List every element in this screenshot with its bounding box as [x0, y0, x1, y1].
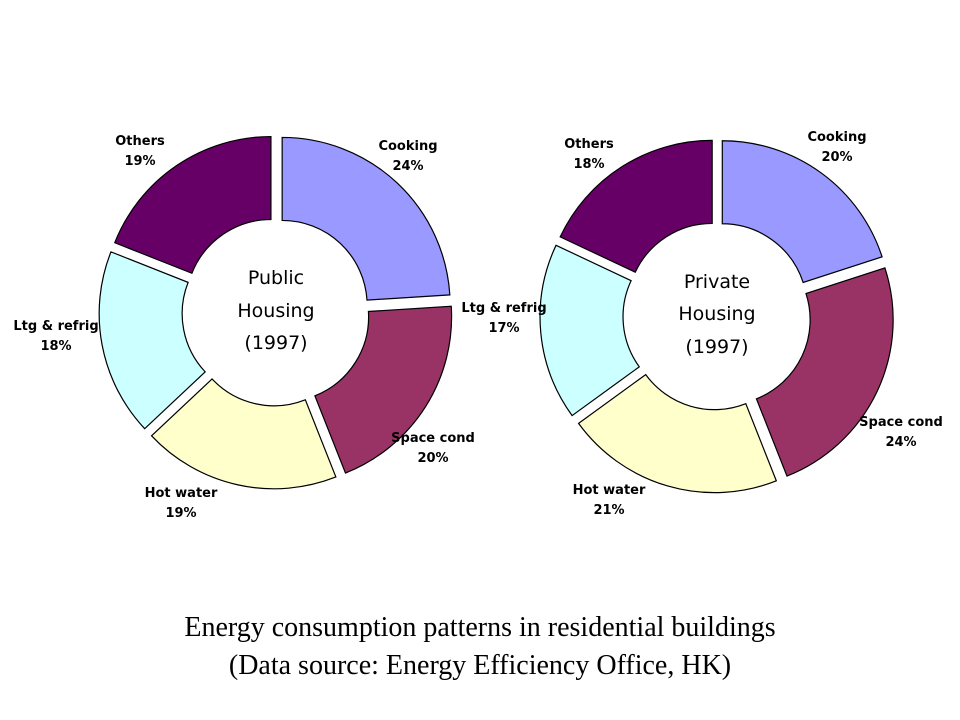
slice-value-others: 18%: [573, 157, 604, 172]
slice-label-cooking: Cooking: [378, 139, 437, 154]
slice-label-others: Others: [115, 134, 165, 149]
caption-source: (Data source: Energy Efficiency Office, …: [228, 650, 732, 681]
slice-label-space-cond: Space cond: [391, 431, 475, 446]
slice-others: [113, 135, 272, 275]
slice-label-ltg-and-refrig: Ltg & refrig: [461, 301, 546, 316]
slice-value-cooking: 20%: [821, 150, 852, 165]
slice-value-hot-water: 19%: [165, 506, 196, 521]
center-label-line-2: Housing: [678, 303, 755, 325]
slice-cooking: [721, 140, 883, 284]
center-label-line-2: Housing: [237, 300, 314, 322]
center-label-line-3: (1997): [244, 332, 307, 354]
slice-value-ltg-and-refrig: 18%: [40, 339, 71, 354]
slice-hot-water: [150, 378, 337, 490]
center-label-line-1: Public: [248, 267, 304, 289]
slice-label-space-cond: Space cond: [859, 415, 943, 430]
slice-value-space-cond: 20%: [417, 451, 448, 466]
public-housing-doughnut-chart: Cooking 24% Space cond 20% Hot water 19% Ltg &…: [13, 134, 474, 521]
slice-label-cooking: Cooking: [807, 130, 866, 145]
private-housing-doughnut-chart: Cooking 20% Space cond 24% Hot water 21% Ltg &…: [461, 130, 942, 518]
slice-space-cond: [314, 305, 453, 474]
slice-value-space-cond: 24%: [885, 435, 916, 450]
slice-label-others: Others: [564, 137, 614, 152]
slice-label-ltg-and-refrig: Ltg & refrig: [13, 319, 98, 334]
center-label-line-3: (1997): [685, 336, 748, 358]
center-label-line-1: Private: [684, 271, 750, 293]
slice-value-others: 19%: [124, 154, 155, 169]
caption-title: Energy consumption patterns in residenti…: [184, 612, 776, 643]
slice-value-hot-water: 21%: [593, 503, 624, 518]
slice-ltg-and-refrig: [539, 244, 641, 417]
slice-ltg-and-refrig: [98, 251, 207, 430]
slice-cooking: [281, 136, 451, 301]
slice-value-cooking: 24%: [392, 159, 423, 174]
slice-space-cond: [755, 267, 894, 477]
slice-value-ltg-and-refrig: 17%: [488, 321, 519, 336]
slice-hot-water: [577, 373, 778, 494]
slice-others: [559, 139, 713, 274]
slice-label-hot-water: Hot water: [573, 483, 646, 498]
slice-label-hot-water: Hot water: [145, 486, 218, 501]
